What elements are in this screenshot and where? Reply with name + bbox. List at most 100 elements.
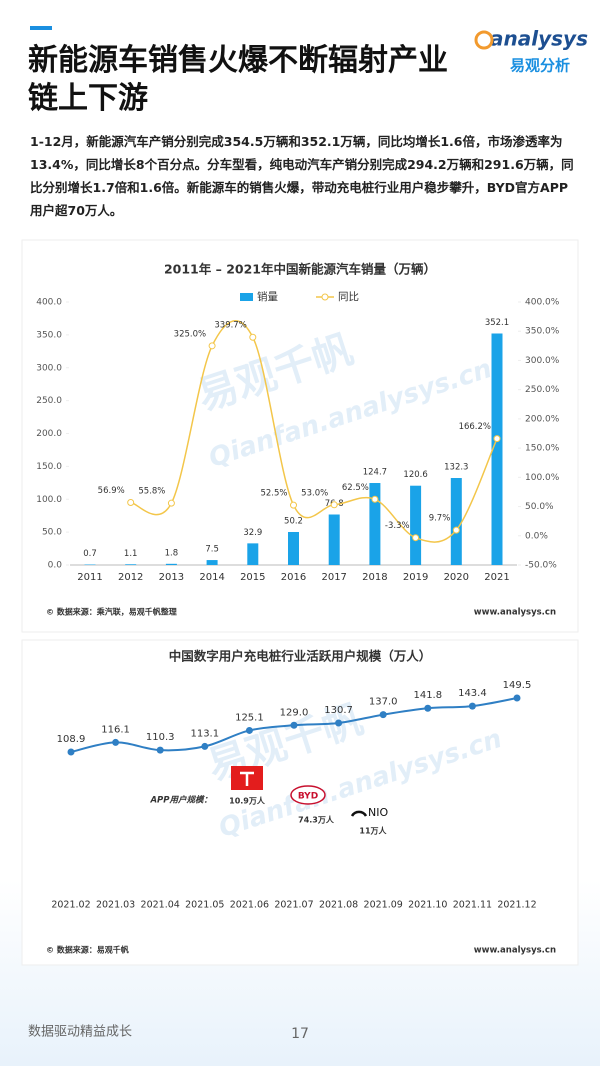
x-tick-label: 2018 (362, 572, 387, 583)
point-label: 108.9 (57, 734, 86, 745)
line-point (424, 704, 432, 712)
bar-label: 0.7 (83, 549, 97, 559)
point-label: 149.5 (503, 680, 532, 691)
y2-tick-label: 50.0% (525, 502, 554, 512)
source: © 数据来源：易观千帆 (46, 945, 129, 955)
bar (165, 563, 177, 565)
logo-sub: 易观分析 (510, 57, 570, 75)
page-title: 新能源车销售火爆不断辐射产业链上下游 (28, 43, 448, 116)
line-label: 53.0% (301, 488, 328, 498)
point-label: 113.1 (190, 728, 219, 739)
legend-swatch (321, 293, 329, 301)
app-users: 10.9万人 (229, 796, 266, 806)
line-point (493, 435, 501, 443)
y-tick-label: 50.0 (42, 528, 62, 538)
point-label: 143.4 (458, 688, 487, 699)
line-point (127, 499, 135, 507)
bar (410, 485, 422, 565)
nio-logo-mark (350, 810, 368, 817)
y2-tick-label: 150.0% (525, 444, 560, 454)
y2-tick-label: 100.0% (525, 473, 560, 483)
line-label: 56.9% (98, 486, 125, 496)
line-label: 166.2% (459, 422, 491, 432)
point-label: 110.3 (146, 732, 175, 743)
x-tick-label: 2021.11 (453, 900, 492, 911)
app-name: BYD (298, 792, 318, 802)
x-tick-label: 2014 (199, 572, 224, 583)
line-point (379, 711, 387, 719)
bar (450, 478, 462, 565)
x-tick-label: 2012 (118, 572, 143, 583)
logo-mark (474, 30, 494, 50)
y2-tick-label: 350.0% (525, 327, 560, 337)
chart-title: 中国数字用户充电桩行业活跃用户规模（万人） (169, 649, 432, 664)
bar-label: 352.1 (485, 318, 509, 328)
app-name: NIO (368, 806, 388, 819)
point-label: 141.8 (413, 690, 442, 701)
bar-label: 50.2 (284, 516, 303, 526)
app-users: 11万人 (359, 826, 387, 836)
tesla-logo-mark (240, 771, 254, 786)
y-tick-label: 200.0 (36, 429, 62, 439)
bar (328, 514, 340, 565)
bar (369, 483, 381, 565)
chart-title: 2011年 – 2021年中国新能源汽车销量（万辆） (164, 262, 436, 277)
line-point (468, 702, 476, 710)
x-tick-label: 2021.04 (141, 900, 180, 911)
y2-tick-label: 250.0% (525, 385, 560, 395)
website: www.analysys.cn (474, 608, 556, 618)
line-label: 55.8% (138, 487, 165, 497)
line-point (513, 694, 521, 702)
line-label: -3.3% (385, 521, 410, 531)
bar-label: 1.8 (165, 548, 179, 558)
bar (247, 543, 259, 565)
y-tick-label: 300.0 (36, 363, 62, 373)
line-point (452, 526, 460, 534)
line-point (156, 746, 164, 754)
y2-tick-label: 400.0% (525, 298, 560, 308)
line-label: 62.5% (342, 483, 369, 493)
legend-label: 销量 (257, 290, 278, 303)
app-users: 74.3万人 (298, 815, 335, 825)
x-tick-label: 2016 (281, 572, 306, 583)
legend-label: 同比 (338, 290, 359, 303)
x-tick-label: 2021.12 (497, 900, 536, 911)
point-label: 130.7 (324, 705, 353, 716)
line-point (290, 721, 298, 729)
line-point (371, 495, 379, 503)
bar (288, 531, 299, 565)
y2-tick-label: 0.0% (525, 531, 548, 541)
app-label: APP用户规模： (149, 795, 212, 806)
x-tick-label: 2021.05 (185, 900, 224, 911)
bar (206, 560, 218, 565)
x-tick-label: 2011 (77, 572, 102, 583)
line-point (112, 738, 120, 746)
x-tick-label: 2021 (484, 572, 509, 583)
line-label: 9.7% (429, 514, 451, 524)
bar (125, 564, 137, 565)
line-point (167, 499, 175, 507)
x-tick-label: 2019 (403, 572, 428, 583)
bar-label: 120.6 (403, 470, 427, 480)
y2-tick-label: 300.0% (525, 356, 560, 366)
bar-label: 124.7 (363, 468, 387, 478)
bar-label: 1.1 (124, 549, 138, 559)
source: © 数据来源：乘汽联，易观千帆整理 (46, 607, 177, 617)
y2-tick-label: -50.0% (525, 561, 557, 571)
y-tick-label: 100.0 (36, 495, 62, 505)
x-tick-label: 2021.06 (230, 900, 269, 911)
line-point (412, 534, 420, 542)
line-label: 339.7% (214, 321, 246, 331)
y-tick-label: 250.0 (36, 396, 62, 406)
line-point (249, 333, 257, 341)
line-point (208, 342, 216, 350)
logo: analysys (490, 27, 588, 51)
x-tick-label: 2021.10 (408, 900, 447, 911)
x-tick-label: 2017 (321, 572, 346, 583)
accent-bar (30, 26, 52, 30)
bar-label: 32.9 (243, 528, 262, 538)
y-tick-label: 400.0 (36, 298, 62, 308)
legend-swatch (240, 293, 253, 301)
